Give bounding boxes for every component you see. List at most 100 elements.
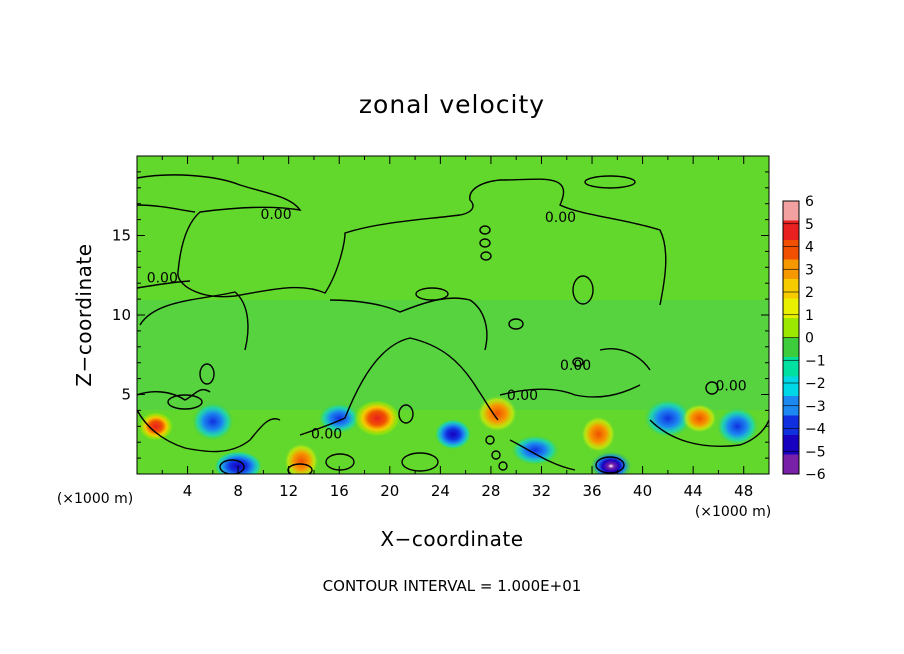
- x-tick-label: 40: [633, 482, 652, 500]
- contour-loop: [479, 238, 491, 248]
- contour-line: [509, 439, 576, 471]
- colorbar-swatch: [783, 415, 799, 436]
- colorbar-swatch: [783, 435, 799, 455]
- contour-loop: [491, 450, 501, 460]
- colorbar-label: 1: [805, 308, 814, 324]
- contour-label: 0.00: [560, 358, 591, 374]
- x-tick-label: 12: [279, 482, 298, 500]
- field-feature: [435, 419, 471, 450]
- contour-line: [139, 291, 249, 351]
- x-tick-label: 44: [684, 482, 703, 500]
- x-tick-label: 48: [734, 482, 753, 500]
- plot-area: 0.00 0.00 0.00 0.00 0.00 0.00 0.00: [137, 156, 769, 474]
- x-tick-label: 16: [330, 482, 349, 500]
- colorbar-swatch: [783, 201, 799, 221]
- contour-loop: [498, 461, 508, 471]
- contour-loop: [572, 275, 594, 305]
- x-tick-label: 28: [481, 482, 500, 500]
- contour-loop: [485, 435, 495, 445]
- x-tick-label: 20: [380, 482, 399, 500]
- contour-loop: [705, 381, 719, 395]
- field-features: [137, 394, 759, 474]
- field-feature: [580, 415, 617, 454]
- contour-loop: [401, 452, 439, 472]
- colorbar-swatch: [783, 240, 799, 260]
- colorbar: 6 5 4 3 2 1 0 −1 −2 −3 −4 −5 −6: [782, 194, 826, 483]
- field-feature: [716, 407, 759, 446]
- colorbar-label: 3: [805, 262, 814, 278]
- contour-label: 0.00: [545, 210, 576, 226]
- contour-line: [137, 388, 211, 401]
- y-axis: 5 10 15: [112, 171, 769, 459]
- colorbar-swatch: [783, 298, 799, 319]
- field-feature: [643, 399, 692, 438]
- contour-loop: [287, 463, 313, 474]
- colorbar-swatch: [783, 337, 799, 358]
- x-tick-label: 24: [431, 482, 450, 500]
- colorbar-label: −6: [805, 467, 826, 483]
- chart-title: zonal velocity: [359, 90, 545, 119]
- contour-label: 0.00: [147, 270, 178, 286]
- contour-line: [137, 174, 667, 306]
- contour-loop: [325, 453, 355, 471]
- x-axis-unit: (×1000 m): [695, 504, 771, 520]
- contour-line: [299, 337, 499, 436]
- contour-line: [499, 384, 641, 398]
- mid-layer-tint: [137, 300, 769, 410]
- contour-loop: [480, 251, 492, 261]
- x-tick-label: 36: [582, 482, 601, 500]
- contour-loop: [199, 363, 215, 385]
- field-feature: [511, 435, 560, 466]
- contour-labels: 0.00 0.00 0.00 0.00 0.00 0.00 0.00: [147, 207, 747, 442]
- contour-loop: [584, 175, 636, 189]
- contour-loop: [167, 394, 203, 410]
- colorbar-label: 2: [805, 285, 814, 301]
- field-feature: [191, 402, 234, 441]
- x-tick-label: 8: [233, 482, 243, 500]
- colorbar-label: 5: [805, 217, 814, 233]
- contour-loop: [479, 225, 491, 235]
- x-axis: 4 8 12 16 20 24 28 32 36 40 44 48: [161, 156, 753, 500]
- contour-label: 0.00: [260, 207, 291, 223]
- x-tick-label: 32: [532, 482, 551, 500]
- contour-line: [599, 348, 651, 371]
- field-feature: [590, 451, 632, 474]
- colorbar-swatch: [783, 357, 799, 377]
- colorbar-label: 6: [805, 194, 814, 210]
- x-axis-label: X−coordinate: [380, 527, 523, 551]
- contour-line: [137, 280, 191, 289]
- colorbar-label: −1: [805, 353, 826, 369]
- contour-loop: [572, 357, 584, 367]
- contour-line: [137, 204, 196, 213]
- field-feature: [353, 399, 402, 438]
- colorbar-swatch: [783, 220, 799, 241]
- contour-label: 0.00: [507, 388, 538, 404]
- contour-loop: [508, 318, 524, 330]
- colorbar-swatch: [783, 318, 799, 338]
- y-axis-label: Z−coordinate: [72, 243, 96, 386]
- x-tick-label: 4: [183, 482, 193, 500]
- colorbar-swatch: [783, 454, 799, 475]
- contour-loop: [595, 456, 625, 474]
- contour-line: [137, 409, 281, 453]
- colorbar-label: −5: [805, 444, 826, 460]
- field-feature: [318, 403, 361, 434]
- contour-lines: [137, 174, 769, 474]
- contour-loop: [219, 459, 245, 474]
- colorbar-label: 0: [805, 331, 814, 347]
- contour-interval-note: CONTOUR INTERVAL = 1.000E+01: [323, 577, 582, 595]
- contour-line: [649, 419, 769, 447]
- y-tick-label: 5: [121, 386, 131, 404]
- field-feature: [137, 411, 174, 442]
- field-feature: [681, 403, 718, 434]
- contour-loop: [398, 404, 414, 424]
- field-feature: [283, 442, 320, 474]
- colorbar-swatch: [783, 279, 799, 299]
- y-tick-label: 10: [112, 306, 131, 324]
- colorbar-label: −2: [805, 376, 826, 392]
- colorbar-swatch: [783, 376, 799, 397]
- colorbar-label: 4: [805, 240, 814, 256]
- contour-label: 0.00: [311, 426, 342, 442]
- contour-label: 0.00: [715, 379, 746, 395]
